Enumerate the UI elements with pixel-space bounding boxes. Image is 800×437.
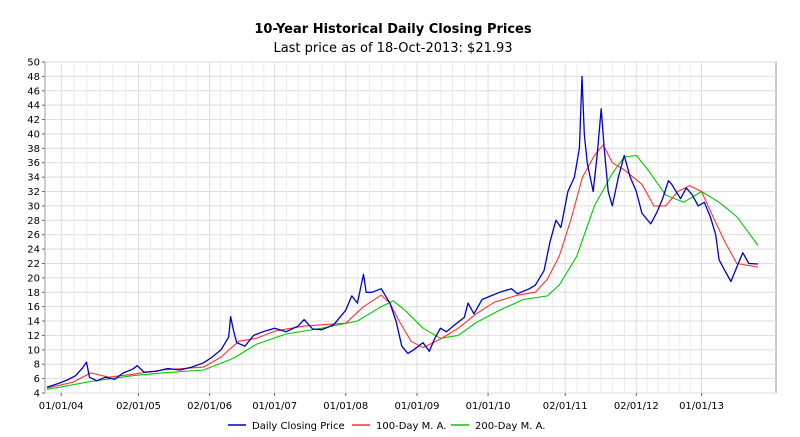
x-tick-label: 02/01/12 bbox=[614, 401, 659, 412]
x-tick-label: 01/01/08 bbox=[323, 401, 368, 412]
y-tick-label: 32 bbox=[27, 187, 40, 198]
y-tick-label: 24 bbox=[27, 245, 40, 256]
y-tick-label: 36 bbox=[27, 158, 40, 169]
y-tick-label: 4 bbox=[34, 389, 40, 400]
y-tick-label: 20 bbox=[27, 273, 40, 284]
y-axis: 4681012141618202224262830323436384042444… bbox=[27, 58, 45, 400]
y-tick-label: 16 bbox=[27, 302, 40, 313]
y-tick-label: 8 bbox=[34, 360, 40, 371]
plot-area bbox=[44, 61, 777, 394]
series-line bbox=[46, 154, 759, 390]
y-tick-label: 50 bbox=[27, 58, 40, 69]
legend-label: Daily Closing Price bbox=[252, 421, 345, 432]
x-tick-label: 02/01/06 bbox=[187, 401, 232, 412]
series-line bbox=[46, 75, 759, 388]
y-tick-label: 34 bbox=[27, 173, 40, 184]
legend: Daily Closing Price 100-Day M. A. 200-Day … bbox=[228, 421, 545, 432]
y-tick-label: 18 bbox=[27, 288, 40, 299]
x-tick-label: 01/01/10 bbox=[466, 401, 511, 412]
x-tick-label: 02/01/11 bbox=[543, 401, 588, 412]
x-tick-label: 01/01/09 bbox=[395, 401, 440, 412]
y-tick-label: 46 bbox=[27, 86, 40, 97]
y-tick-label: 12 bbox=[27, 331, 40, 342]
series-lines bbox=[46, 75, 759, 390]
y-tick-label: 48 bbox=[27, 72, 40, 83]
legend-label: 200-Day M. A. bbox=[475, 421, 545, 432]
y-tick-label: 30 bbox=[27, 201, 40, 212]
x-tick-label: 01/01/07 bbox=[252, 401, 297, 412]
chart-subtitle: Last price as of 18-Oct-2013: $21.93 bbox=[273, 41, 512, 56]
y-tick-label: 10 bbox=[27, 345, 40, 356]
y-tick-label: 40 bbox=[27, 129, 40, 140]
chart-title: 10-Year Historical Daily Closing Prices bbox=[254, 22, 531, 37]
y-tick-label: 28 bbox=[27, 216, 40, 227]
x-tick-label: 01/01/04 bbox=[39, 401, 84, 412]
x-tick-label: 01/01/13 bbox=[679, 401, 724, 412]
y-tick-label: 44 bbox=[27, 101, 40, 112]
y-tick-label: 22 bbox=[27, 259, 40, 270]
y-tick-label: 38 bbox=[27, 144, 40, 155]
x-tick-label: 02/01/05 bbox=[116, 401, 161, 412]
y-tick-label: 26 bbox=[27, 230, 40, 241]
series-line bbox=[46, 144, 759, 389]
y-tick-label: 6 bbox=[34, 374, 40, 385]
legend-label: 100-Day M. A. bbox=[376, 421, 446, 432]
x-axis: 01/01/04 02/01/05 02/01/06 01/01/07 01/01/08… bbox=[39, 393, 724, 412]
y-tick-label: 42 bbox=[27, 115, 40, 126]
y-tick-label: 14 bbox=[27, 317, 40, 328]
